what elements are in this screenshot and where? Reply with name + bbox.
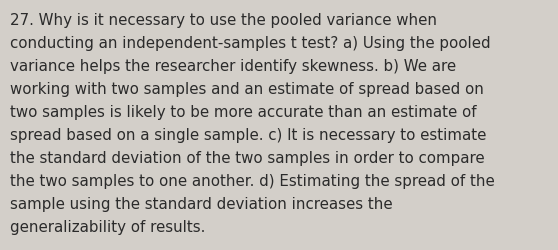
Text: 27. Why is it necessary to use the pooled variance when: 27. Why is it necessary to use the poole… [10,12,437,28]
Text: generalizability of results.: generalizability of results. [10,220,205,234]
Text: conducting an independent-samples t test? a) Using the pooled: conducting an independent-samples t test… [10,36,490,51]
Text: two samples is likely to be more accurate than an estimate of: two samples is likely to be more accurat… [10,104,477,120]
Text: spread based on a single sample. c) It is necessary to estimate: spread based on a single sample. c) It i… [10,128,487,142]
Text: working with two samples and an estimate of spread based on: working with two samples and an estimate… [10,82,484,96]
Text: variance helps the researcher identify skewness. b) We are: variance helps the researcher identify s… [10,58,456,74]
Text: sample using the standard deviation increases the: sample using the standard deviation incr… [10,196,393,212]
Text: the two samples to one another. d) Estimating the spread of the: the two samples to one another. d) Estim… [10,174,495,188]
Text: the standard deviation of the two samples in order to compare: the standard deviation of the two sample… [10,150,485,166]
